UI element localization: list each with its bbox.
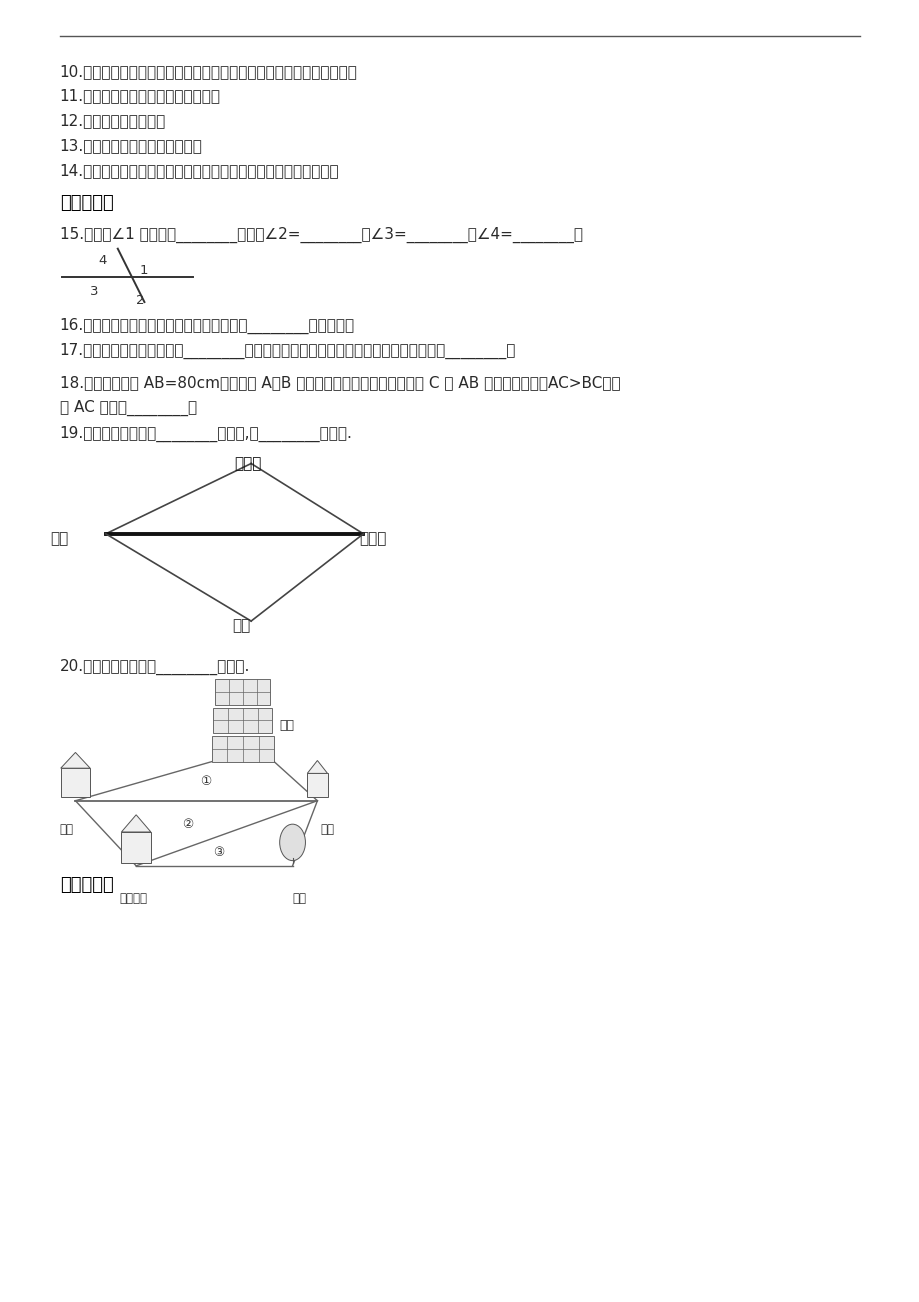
Text: 4: 4 bbox=[98, 254, 107, 267]
Text: 商场: 商场 bbox=[279, 719, 294, 732]
Bar bbox=[211, 736, 274, 762]
Bar bbox=[213, 707, 272, 733]
Text: 学校: 学校 bbox=[60, 823, 74, 836]
Text: 20.从学校到邮局，走________路最近.: 20.从学校到邮局，走________路最近. bbox=[60, 659, 250, 674]
Bar bbox=[121, 832, 151, 863]
Text: 11.两条平行直线间的距离线段最短．: 11.两条平行直线间的距离线段最短． bbox=[60, 89, 221, 104]
Text: 邮局: 邮局 bbox=[232, 618, 250, 634]
Text: 14.从直线外一点到这条直线所画的斜线、垂线中，以垂线为最短．: 14.从直线外一点到这条直线所画的斜线、垂线中，以垂线为最短． bbox=[60, 163, 339, 178]
Text: 17.连结两点间的所有连线中________最短，点到直线的垂直线段的长度叫做点到直线的________．: 17.连结两点间的所有连线中________最短，点到直线的垂直线段的长度叫做点… bbox=[60, 342, 516, 358]
Text: ③: ③ bbox=[213, 846, 224, 859]
Text: 四、解答题: 四、解答题 bbox=[60, 876, 113, 894]
Bar bbox=[61, 768, 90, 797]
Text: ②: ② bbox=[182, 818, 193, 831]
Text: 13.两点之间的最短距离是线段。: 13.两点之间的最短距离是线段。 bbox=[60, 138, 202, 154]
Text: 19.从学校到少年宫有________条路线,走________路最近.: 19.从学校到少年宫有________条路线,走________路最近. bbox=[60, 426, 352, 441]
Bar bbox=[215, 680, 270, 706]
Text: ①: ① bbox=[200, 775, 211, 788]
Text: 少年宫: 少年宫 bbox=[358, 531, 386, 547]
Text: 12.两点之间线段最短．: 12.两点之间线段最短． bbox=[60, 113, 165, 129]
Text: 兰兰的家: 兰兰的家 bbox=[119, 892, 147, 905]
Text: 2: 2 bbox=[136, 294, 144, 307]
Text: 电影院: 电影院 bbox=[234, 456, 262, 471]
Text: 则 AC 的长是________．: 则 AC 的长是________． bbox=[60, 400, 197, 415]
Text: 16.从直线外一点到这条直线所画的线段中，________线段最短。: 16.从直线外一点到这条直线所画的线段中，________线段最短。 bbox=[60, 318, 355, 333]
Polygon shape bbox=[307, 760, 327, 773]
Text: 18.乐器上一根弦 AB=80cm，两端点 A、B 固定在乐器板面上，期间支撑点 C 是 AB 的黄金分割点（AC>BC），: 18.乐器上一根弦 AB=80cm，两端点 A、B 固定在乐器板面上，期间支撑点… bbox=[60, 375, 619, 391]
Text: 10.从直线外一点到这条直线的最短距离是点到线的垂直距离．（　　）: 10.从直线外一点到这条直线的最短距离是点到线的垂直距离．（ ） bbox=[60, 64, 357, 79]
Circle shape bbox=[279, 824, 305, 861]
Text: 邮局: 邮局 bbox=[320, 823, 334, 836]
Polygon shape bbox=[121, 815, 151, 832]
Polygon shape bbox=[61, 753, 90, 768]
Bar bbox=[307, 773, 327, 797]
Text: 15.量出图∠1 的度数是________；求出∠2=________，∠3=________，∠4=________．: 15.量出图∠1 的度数是________；求出∠2=________，∠3=_… bbox=[60, 227, 582, 242]
Text: 学校: 学校 bbox=[51, 531, 69, 547]
Text: 三、填空题: 三、填空题 bbox=[60, 194, 113, 212]
Text: 3: 3 bbox=[90, 285, 98, 298]
Text: 1: 1 bbox=[140, 264, 148, 277]
Text: 公园: 公园 bbox=[292, 892, 306, 905]
